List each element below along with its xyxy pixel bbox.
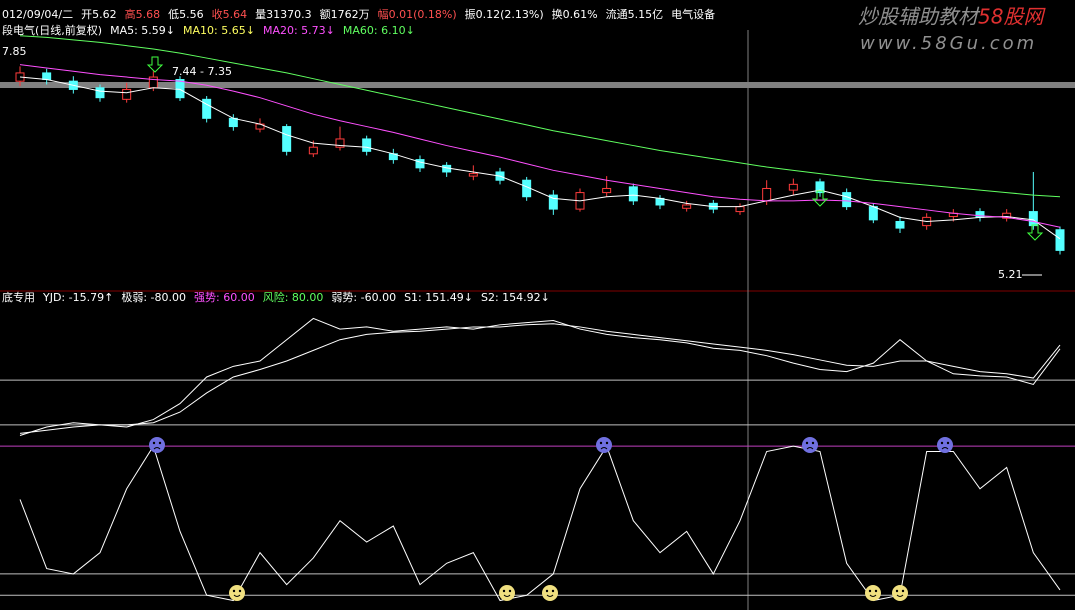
watermark-brand: 58股网	[978, 5, 1046, 29]
candle-body	[735, 206, 745, 213]
header-item: MA10: 5.65↓	[183, 24, 255, 37]
ma-line	[19, 76, 1061, 240]
candle-body	[1055, 229, 1065, 251]
indicator-line: 底专用 YJD: -15.79↑ 极弱: -80.00 强势: 60.00 风险: 80…	[2, 290, 550, 304]
candle-body	[815, 181, 825, 194]
header-item: 弱势: -60.00	[331, 291, 396, 304]
sad-faces	[149, 437, 953, 453]
smile-face	[499, 585, 515, 601]
header-item: 底专用	[2, 290, 35, 304]
candle-body	[788, 183, 798, 191]
low-label: 5.21	[998, 268, 1023, 281]
ma-line: 段电气(日线,前复权) MA5: 5.59↓ MA10: 5.65↓ MA20: 5.…	[2, 23, 415, 37]
candle-body	[602, 187, 612, 194]
header-item: 幅0.01(0.18%)	[378, 8, 457, 21]
indicator-line	[19, 323, 1061, 434]
down-arrow	[811, 190, 829, 207]
candle-body	[122, 88, 132, 100]
candle-body	[95, 87, 105, 99]
header-item: 风险: 80.00	[263, 290, 324, 304]
header-item: 量31370.3	[255, 8, 312, 21]
header-item: 强势: 60.00	[194, 291, 255, 304]
candle-body	[975, 211, 985, 218]
signal-arrows	[146, 56, 1044, 241]
smile-face	[542, 585, 558, 601]
candle-body	[42, 72, 52, 81]
watermark-title: 炒股辅助教材	[858, 5, 981, 29]
sad-face	[802, 437, 818, 453]
candle-body	[335, 138, 345, 148]
indicator-line	[19, 444, 1061, 602]
high-label: 7.85	[2, 45, 27, 58]
header-item: 收5.64	[212, 7, 248, 21]
smile-face	[892, 585, 908, 601]
header-item: 额1762万	[320, 8, 370, 21]
candle-body	[228, 117, 238, 128]
candle-body	[895, 220, 905, 229]
range-label: 7.44 - 7.35	[172, 65, 232, 78]
header-item: 开5.62	[81, 8, 117, 21]
header-item: MA60: 6.10↓	[343, 24, 415, 37]
header-item: 高5.68	[125, 7, 161, 21]
indicator-panel	[0, 317, 1075, 602]
candle-body	[868, 206, 878, 221]
candle-body	[202, 98, 212, 119]
ma-line	[19, 35, 1061, 198]
header-item: S1: 151.49↓	[404, 291, 473, 304]
header-item: 极弱: -80.00	[121, 290, 186, 304]
header-item: 换0.61%	[552, 7, 598, 21]
smile-faces	[229, 585, 908, 601]
down-arrow	[146, 56, 164, 73]
candle-body	[682, 204, 692, 209]
candle-body	[282, 126, 292, 152]
header-item: MA5: 5.59↓	[110, 24, 175, 37]
candle-body	[468, 173, 478, 177]
header-item: MA20: 5.73↓	[263, 24, 335, 37]
indicator-line	[19, 317, 1061, 437]
candle-body	[362, 138, 372, 152]
candle-body	[148, 76, 158, 89]
candle-body	[1028, 211, 1038, 227]
watermark-url: www.58Gu.com	[860, 33, 1037, 54]
candle-body	[548, 194, 558, 210]
crosshair-h	[0, 82, 1075, 88]
header-item: S2: 154.92↓	[481, 291, 550, 304]
smile-face	[865, 585, 881, 601]
smile-face	[229, 585, 245, 601]
header-item: YJD: -15.79↑	[42, 291, 113, 304]
header-item: 流通5.15亿	[606, 7, 664, 21]
candle-body	[628, 186, 638, 202]
candle-body	[308, 146, 318, 155]
header-item: 电气设备	[671, 7, 715, 21]
header-item: 段电气(日线,前复权)	[2, 23, 102, 37]
info-line: 012/09/04/二 开5.62 高5.68 低5.56 收5.64 量31370.3 额…	[2, 7, 715, 21]
sad-face	[596, 437, 612, 453]
sad-face	[937, 437, 953, 453]
header-item: 012/09/04/二	[2, 8, 73, 21]
candle-body	[415, 159, 425, 169]
down-arrow	[1026, 224, 1044, 241]
header-item: 低5.56	[168, 8, 204, 21]
candle-body	[842, 192, 852, 208]
candle-body	[1002, 212, 1012, 219]
price-panel	[15, 35, 1065, 255]
ma-line	[19, 64, 1061, 228]
candle-body	[175, 79, 185, 99]
sad-face	[149, 437, 165, 453]
candle-body	[762, 187, 772, 202]
header-item: 振0.12(2.13%)	[465, 7, 544, 21]
